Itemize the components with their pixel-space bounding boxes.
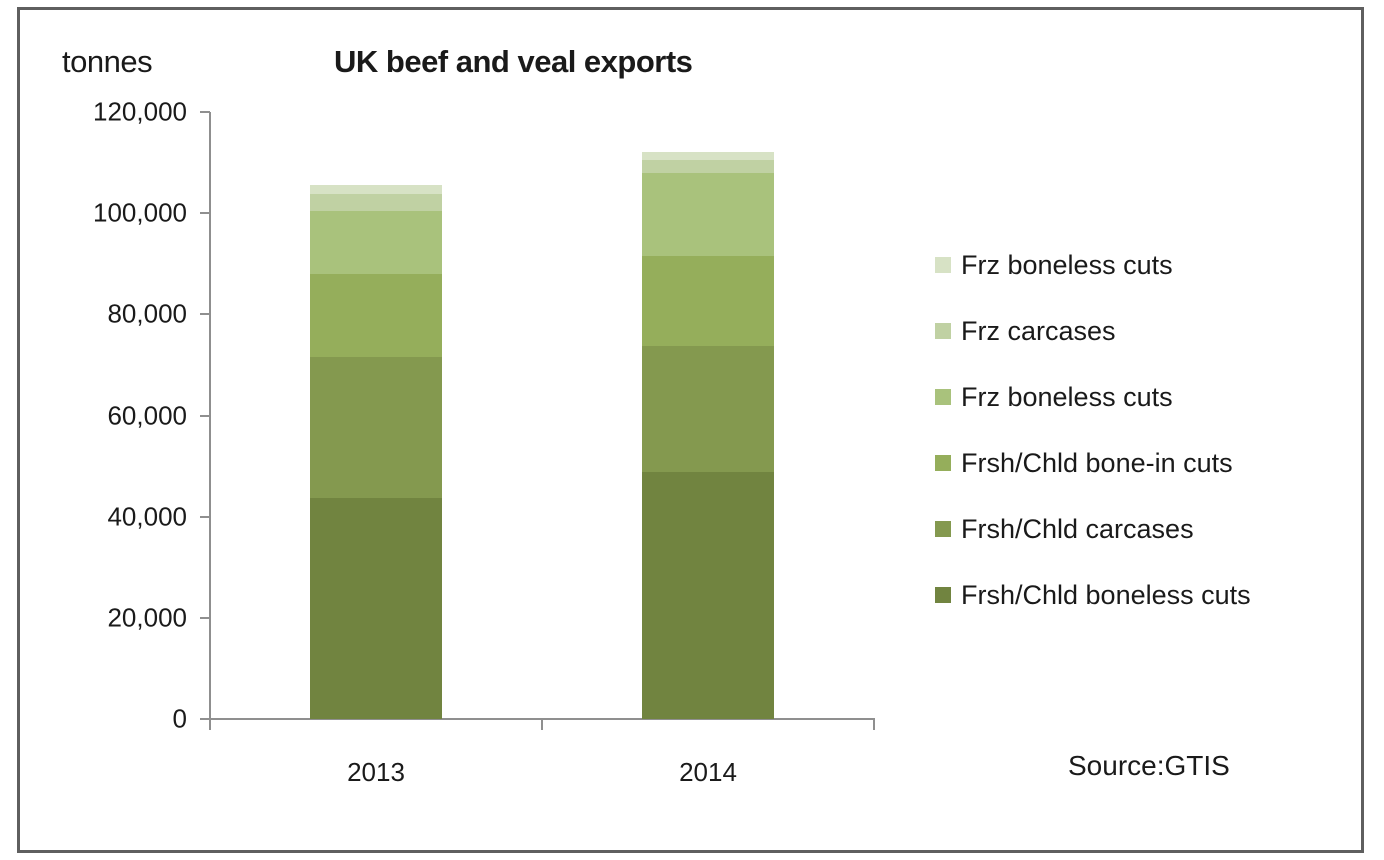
y-tick-label: 0	[172, 703, 187, 734]
bar-segment	[310, 497, 442, 719]
bar-segment	[310, 273, 442, 357]
y-tick-label: 120,000	[93, 96, 187, 127]
y-axis-line	[209, 112, 211, 730]
legend-swatch	[935, 323, 951, 339]
bar-segment	[642, 346, 774, 473]
legend-item: Frz carcases	[935, 298, 1251, 364]
source-note: Source:GTIS	[1068, 750, 1230, 781]
y-tick-label: 20,000	[107, 602, 187, 633]
x-tick-label: 2014	[679, 757, 737, 787]
y-tick-mark	[200, 616, 210, 619]
y-tick-mark	[200, 212, 210, 215]
legend-item: Frz boneless cuts	[935, 232, 1251, 298]
bar-segment	[310, 193, 442, 212]
bar-segment	[310, 356, 442, 498]
legend-swatch	[935, 257, 951, 273]
legend-label: Frsh/Chld boneless cuts	[961, 579, 1251, 610]
legend-label: Frz boneless cuts	[961, 381, 1173, 412]
bar-segment	[642, 472, 774, 719]
y-tick-mark	[200, 111, 210, 113]
x-tick-mark	[209, 718, 211, 730]
legend: Frz boneless cuts Frz carcases Frz bonel…	[935, 232, 1251, 628]
x-tick-mark	[873, 718, 875, 730]
legend-item: Frsh/Chld carcases	[935, 496, 1251, 562]
bar-segment	[642, 173, 774, 257]
chart-title: UK beef and veal exports	[334, 44, 693, 79]
y-tick-mark	[200, 414, 210, 417]
x-tick-mark	[541, 718, 543, 730]
legend-swatch	[935, 389, 951, 405]
legend-item: Frsh/Chld bone-in cuts	[935, 430, 1251, 496]
bar-2014	[642, 0, 774, 860]
legend-item: Frz boneless cuts	[935, 364, 1251, 430]
bar-2013	[310, 0, 442, 860]
legend-label: Frsh/Chld bone-in cuts	[961, 447, 1233, 478]
y-tick-mark	[200, 313, 210, 316]
bar-segment	[310, 211, 442, 274]
y-tick-mark	[200, 515, 210, 518]
y-axis-label: tonnes	[62, 44, 153, 79]
legend-swatch	[935, 587, 951, 603]
y-tick-mark	[200, 718, 210, 720]
bar-segment	[642, 159, 774, 174]
y-tick-label: 100,000	[93, 197, 187, 228]
y-tick-label: 60,000	[107, 400, 187, 430]
x-axis-line	[201, 718, 875, 720]
legend-label: Frz carcases	[961, 315, 1116, 346]
legend-label: Frz boneless cuts	[961, 249, 1173, 280]
y-tick-label: 80,000	[107, 298, 187, 329]
legend-swatch	[935, 521, 951, 537]
legend-label: Frsh/Chld carcases	[961, 513, 1194, 544]
y-tick-label: 40,000	[107, 501, 187, 532]
legend-item: Frsh/Chld boneless cuts	[935, 562, 1251, 628]
bar-segment	[642, 256, 774, 347]
x-tick-label: 2013	[347, 757, 405, 787]
bar-segment	[310, 184, 442, 194]
bar-segment	[642, 152, 774, 160]
legend-swatch	[935, 455, 951, 471]
